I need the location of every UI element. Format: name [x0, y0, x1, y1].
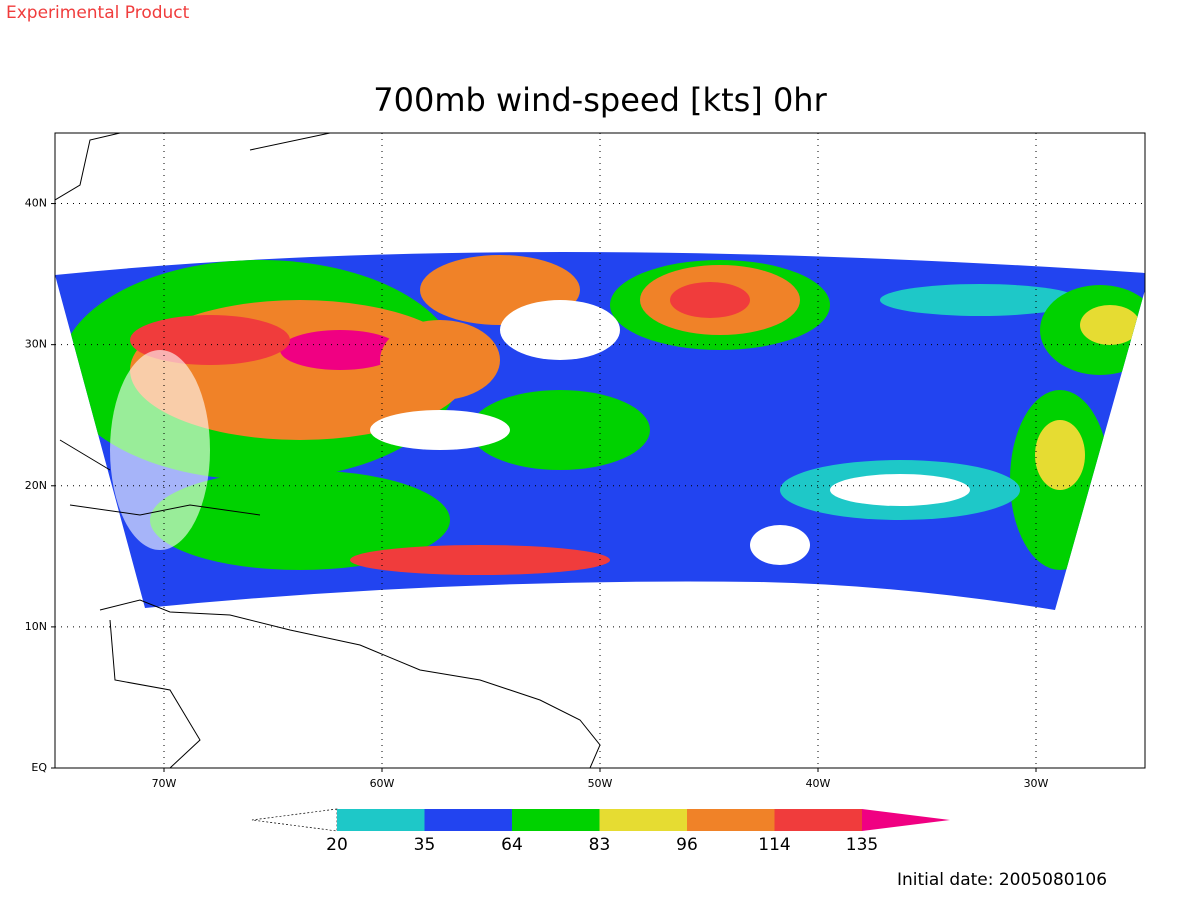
colorbar-label: 35: [414, 835, 436, 855]
colorbar-label: 114: [758, 835, 790, 855]
x-tick-label: 60W: [370, 777, 395, 790]
colorbar-label: 83: [589, 835, 611, 855]
x-tick-label: 70W: [152, 777, 177, 790]
y-tick-label: 10N: [25, 620, 47, 633]
colorbar-segment: [424, 809, 512, 831]
y-tick-label: 40N: [25, 197, 47, 210]
colorbar-segment: [774, 809, 862, 831]
product-note: Experimental Product: [6, 3, 190, 23]
colorbar-label: 96: [676, 835, 698, 855]
x-tick-label: 30W: [1024, 777, 1049, 790]
colorbar-under: [251, 808, 338, 832]
colorbar-label: 20: [326, 835, 348, 855]
colorbar-over: [862, 809, 950, 831]
x-tick-label: 50W: [588, 777, 613, 790]
colorbar-segment: [337, 809, 425, 831]
colorbar-label: 135: [846, 835, 878, 855]
y-tick-label: 30N: [25, 338, 47, 351]
wind-field: [55, 133, 1145, 768]
y-tick-label: EQ: [31, 761, 47, 774]
initial-date: Initial date: 2005080106: [897, 870, 1107, 890]
colorbar-segment: [687, 809, 775, 831]
y-tick-label: 20N: [25, 479, 47, 492]
x-tick-label: 40W: [806, 777, 831, 790]
colorbar-segment: [599, 809, 687, 831]
colorbar-label: 64: [501, 835, 523, 855]
colorbar-segment: [512, 809, 600, 831]
map-title: 700mb wind-speed [kts] 0hr: [373, 81, 827, 119]
